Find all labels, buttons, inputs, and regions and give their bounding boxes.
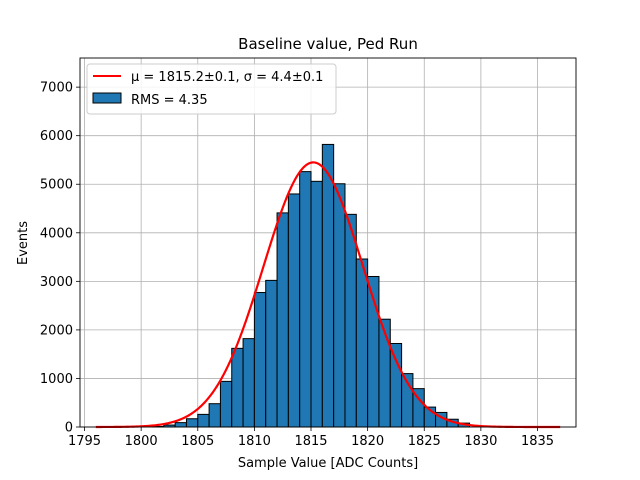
- histogram-bar: [253, 292, 267, 428]
- y-axis-label: Events: [16, 221, 31, 265]
- y-tick-label: 1000: [40, 372, 73, 387]
- x-tick-label: 1835: [521, 434, 554, 449]
- y-tick-label: 6000: [40, 129, 73, 144]
- y-tick-label: 4000: [40, 226, 73, 241]
- histogram-bar: [185, 418, 199, 428]
- histogram-bar: [355, 258, 369, 428]
- y-tick-label: 2000: [40, 323, 73, 338]
- x-tick-label: 1805: [181, 434, 214, 449]
- x-tick-label: 1795: [68, 434, 101, 449]
- x-tick-label: 1800: [125, 434, 158, 449]
- histogram-bar: [265, 279, 278, 428]
- histogram-bar: [287, 193, 301, 428]
- x-axis-ticks: 1795 1800 1805 1810 1815 1820 1825 1830 1835: [68, 427, 554, 449]
- x-tick-label: 1820: [351, 434, 384, 449]
- legend-fit-label: μ = 1815.2±0.1, σ = 4.4±0.1: [131, 70, 323, 85]
- y-tick-label: 0: [65, 421, 73, 436]
- histogram-bar: [310, 180, 323, 428]
- y-axis-ticks: 0 1000 2000 3000 4000 5000 6000 7000: [40, 81, 80, 436]
- gaussian-fit-curve: [95, 161, 561, 429]
- legend: μ = 1815.2±0.1, σ = 4.4±0.1 RMS = 4.35: [86, 63, 337, 115]
- histogram-bar: [219, 380, 233, 428]
- histogram-bar: [231, 347, 244, 428]
- histogram-bar: [174, 422, 187, 428]
- x-tick-label: 1810: [238, 434, 271, 449]
- x-tick-label: 1815: [294, 434, 327, 449]
- plot-frame: [79, 57, 577, 428]
- histogram-bar: [321, 143, 335, 428]
- histogram-bar: [197, 413, 210, 428]
- y-tick-label: 3000: [40, 275, 73, 290]
- histogram-bar: [299, 171, 312, 428]
- x-tick-label: 1825: [408, 434, 441, 449]
- histogram-bars: [151, 143, 471, 428]
- histogram-bar: [208, 403, 221, 428]
- x-tick-label: 1830: [464, 434, 497, 449]
- fit-curve-layer: [95, 161, 561, 429]
- histogram-bar: [276, 212, 289, 428]
- legend-box: [86, 63, 337, 115]
- histogram-bar: [389, 342, 403, 428]
- x-axis-label: Sample Value [ADC Counts]: [238, 456, 418, 471]
- y-tick-label: 5000: [40, 178, 73, 193]
- y-tick-label: 7000: [40, 81, 73, 96]
- legend-hist-label: RMS = 4.35: [131, 93, 208, 108]
- histogram-bar: [333, 183, 346, 428]
- histogram-bar: [378, 318, 391, 428]
- histogram-bar: [242, 338, 255, 428]
- histogram-bar: [344, 213, 357, 428]
- legend-hist-swatch: [92, 92, 122, 104]
- chart-title: Baseline value, Ped Run: [238, 35, 418, 53]
